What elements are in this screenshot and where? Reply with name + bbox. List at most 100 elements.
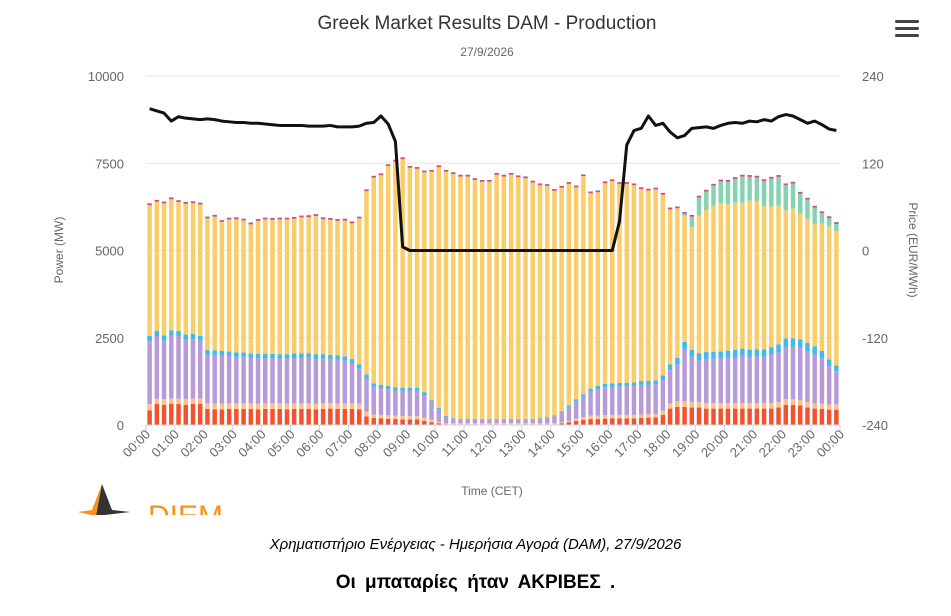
y-axis-label: Power (MW) — [52, 217, 66, 284]
bar-segment — [284, 218, 290, 220]
bar-segment — [472, 423, 478, 425]
bar-segment — [313, 354, 319, 360]
bar-segment — [465, 175, 470, 177]
bar-segment — [364, 416, 369, 425]
bar-segment — [255, 219, 261, 220]
bar-segment — [790, 404, 796, 425]
bar-segment — [566, 182, 572, 183]
bar-segment — [472, 419, 478, 424]
bar-segment — [689, 215, 695, 217]
bar-segment — [306, 403, 311, 409]
bar-segment — [790, 182, 796, 184]
x-tick-label: 16:00 — [582, 427, 616, 461]
bar-segment — [270, 408, 275, 425]
bar-segment — [219, 409, 225, 425]
x-tick-label: 04:00 — [235, 427, 269, 461]
bar-segment — [776, 407, 781, 425]
bar-segment — [573, 187, 579, 400]
bar-segment — [754, 176, 760, 178]
bar-segment — [429, 171, 434, 401]
bar-segment — [234, 352, 239, 357]
bar-segment — [761, 356, 767, 404]
bar-segment — [169, 197, 174, 199]
bar-segment — [248, 403, 254, 409]
bar-segment — [147, 341, 152, 405]
bar-segment — [718, 408, 723, 425]
bar-segment — [277, 408, 282, 425]
bar-segment — [422, 172, 427, 393]
bar-segment — [176, 330, 181, 337]
bar-segment — [624, 382, 629, 387]
bar-segment — [429, 422, 434, 425]
bar-segment — [284, 219, 290, 355]
bar-segment — [798, 339, 803, 348]
bar-segment — [523, 423, 528, 425]
bar-segment — [761, 408, 767, 425]
bar-segment — [682, 212, 687, 213]
bar-segment — [732, 202, 738, 350]
bar-segment — [212, 354, 217, 404]
bar-segment — [234, 356, 239, 404]
bar-segment — [335, 355, 340, 360]
bar-segment — [472, 419, 478, 420]
bar-segment — [559, 411, 564, 412]
bar-segment — [552, 423, 557, 425]
bar-segment — [573, 420, 579, 425]
bar-segment — [602, 418, 608, 425]
chart-menu-button[interactable] — [893, 20, 921, 44]
bar-segment — [754, 201, 760, 350]
bar-segment — [747, 175, 752, 176]
bar-segment — [313, 359, 319, 404]
bar-segment — [834, 222, 839, 224]
bar-segment — [190, 201, 196, 204]
stacked-bars — [147, 157, 839, 425]
bar-segment — [385, 418, 391, 425]
x-tick-label: 17:00 — [611, 427, 645, 461]
bar-segment — [711, 185, 716, 206]
bar-segment — [732, 349, 738, 358]
bar-segment — [725, 350, 731, 358]
bar-segment — [689, 214, 695, 216]
bar-segment — [523, 176, 528, 179]
bar-segment — [364, 189, 369, 191]
bar-segment — [798, 213, 803, 340]
bar-segment — [154, 199, 160, 201]
bar-segment — [342, 219, 348, 221]
bar-segment — [790, 399, 796, 405]
bar-segment — [689, 216, 695, 228]
bar-segment — [783, 210, 789, 339]
bar-segment — [219, 220, 225, 221]
bar-segment — [458, 419, 463, 424]
bar-segment — [422, 170, 427, 173]
bar-segment — [530, 181, 535, 183]
bar-segment — [219, 220, 225, 222]
bar-segment — [602, 415, 608, 419]
bar-segment — [197, 403, 203, 425]
bar-segment — [407, 166, 413, 168]
bar-segment — [790, 338, 796, 347]
bar-segment — [704, 190, 709, 192]
bar-segment — [212, 403, 217, 410]
x-tick-label: 08:00 — [351, 427, 385, 461]
bar-segment — [205, 354, 210, 404]
bar-segment — [747, 356, 752, 404]
bar-segment — [342, 403, 348, 409]
bar-segment — [414, 390, 420, 416]
bar-segment — [205, 408, 210, 425]
bar-segment — [371, 414, 376, 419]
bar-segment — [834, 409, 839, 425]
bar-segment — [704, 403, 709, 409]
bar-segment — [776, 176, 781, 206]
bar-segment — [328, 219, 333, 355]
bar-segment — [414, 167, 420, 168]
bar-segment — [479, 180, 485, 182]
bar-segment — [161, 201, 167, 204]
bar-segment — [537, 423, 543, 425]
bar-segment — [263, 358, 268, 404]
bar-segment — [682, 213, 687, 216]
bar-segment — [544, 417, 550, 419]
bar-segment — [516, 175, 521, 178]
bar-segment — [357, 403, 362, 410]
bar-segment — [783, 183, 789, 186]
bar-segment — [487, 180, 492, 182]
